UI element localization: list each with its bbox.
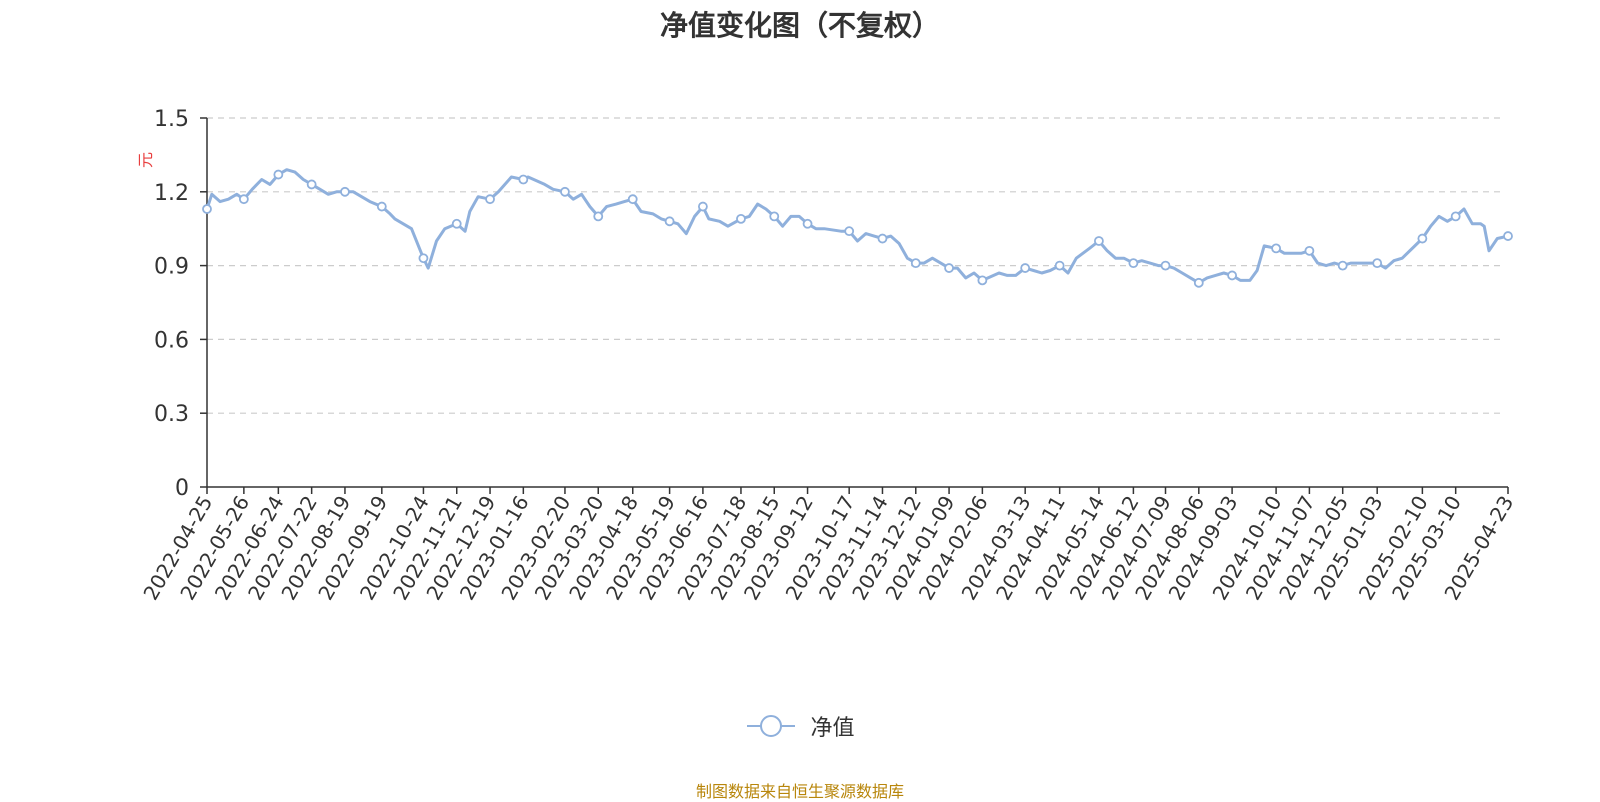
data-point-marker-21: [945, 264, 953, 272]
data-point-marker-6: [419, 254, 427, 262]
data-point-marker-16: [770, 212, 778, 220]
data-point-marker-34: [1418, 235, 1426, 243]
legend-label: 净值: [810, 716, 854, 741]
data-point-marker-8: [486, 195, 494, 203]
data-point-marker-27: [1162, 262, 1170, 270]
x-tick-labels: 2022-04-252022-05-262022-06-242022-07-22…: [138, 492, 1518, 605]
y-tick-label-2: 0.6: [154, 328, 189, 353]
data-point-marker-4: [341, 188, 349, 196]
y-tick-label-3: 0.9: [154, 255, 189, 280]
data-point-marker-36: [1504, 232, 1512, 240]
data-point-marker-12: [629, 195, 637, 203]
data-point-marker-5: [378, 203, 386, 211]
legend[interactable]: 净值: [0, 710, 1600, 742]
data-point-marker-26: [1129, 259, 1137, 267]
y-tick-labels: 0 0.3 0.6 0.9 1.2 1.5: [154, 107, 189, 501]
legend-line-icon: [745, 713, 797, 739]
data-point-marker-0: [203, 205, 211, 213]
gridlines: [207, 118, 1500, 413]
source-note: 制图数据来自恒生聚源数据库: [0, 778, 1600, 802]
data-point-marker-19: [878, 235, 886, 243]
data-point-marker-31: [1305, 247, 1313, 255]
data-point-marker-23: [1021, 264, 1029, 272]
data-point-marker-14: [699, 203, 707, 211]
data-point-marker-22: [978, 276, 986, 284]
data-point-marker-20: [912, 259, 920, 267]
data-point-marker-1: [240, 195, 248, 203]
data-point-marker-15: [737, 215, 745, 223]
y-tick-label-4: 1.2: [154, 181, 189, 206]
data-point-marker-25: [1095, 237, 1103, 245]
data-point-marker-7: [453, 220, 461, 228]
data-point-marker-3: [308, 180, 316, 188]
data-point-marker-32: [1339, 262, 1347, 270]
data-point-marker-2: [274, 171, 282, 179]
data-point-marker-18: [845, 227, 853, 235]
data-point-marker-30: [1272, 244, 1280, 252]
data-point-marker-28: [1195, 279, 1203, 287]
data-point-marker-33: [1373, 259, 1381, 267]
data-point-marker-9: [519, 176, 527, 184]
y-tick-label-1: 0.3: [154, 402, 189, 427]
y-axis-label: 元: [136, 152, 155, 168]
data-point-marker-17: [804, 220, 812, 228]
data-point-marker-29: [1228, 271, 1236, 279]
data-point-marker-10: [561, 188, 569, 196]
data-point-marker-24: [1056, 262, 1064, 270]
series-markers: [203, 171, 1512, 287]
data-point-marker-35: [1452, 212, 1460, 220]
y-tick-label-0: 0: [175, 476, 189, 501]
axes: [200, 118, 1508, 494]
data-point-marker-11: [594, 212, 602, 220]
y-tick-label-5: 1.5: [154, 107, 189, 132]
data-point-marker-13: [666, 217, 674, 225]
